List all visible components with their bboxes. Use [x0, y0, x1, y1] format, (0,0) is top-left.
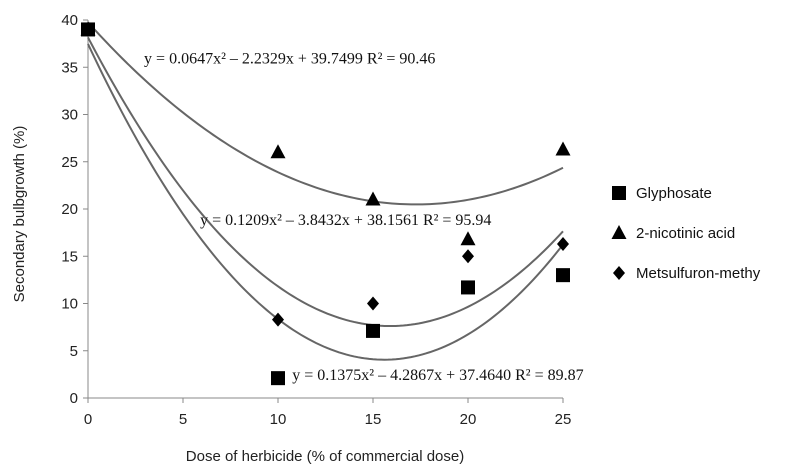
point-metsulfuron-methy [462, 249, 474, 263]
legend-marker-2-nicotinic-acid [612, 225, 627, 239]
legend-label-2-nicotinic-acid: 2-nicotinic acid [636, 225, 735, 242]
trendline-2 [88, 37, 563, 326]
equation-annotations: y = 0.0647x² – 2.2329x + 39.7499 R² = 90… [144, 50, 584, 384]
point-2-nicotinic-acid [271, 144, 286, 158]
equation-label-1: y = 0.0647x² – 2.2329x + 39.7499 R² = 90… [144, 50, 435, 67]
point-2-nicotinic-acid [556, 141, 571, 155]
point-2-nicotinic-acid [461, 231, 476, 245]
x-tick-label: 5 [179, 411, 187, 428]
point-glyphosate [366, 324, 380, 338]
legend-label-metsulfuron-methy: Metsulfuron-methy [636, 265, 761, 282]
y-tick-label: 15 [61, 248, 78, 265]
y-tick-label: 25 [61, 154, 78, 171]
x-tick-label: 15 [365, 411, 382, 428]
y-tick-label: 35 [61, 59, 78, 76]
x-tick-label: 10 [270, 411, 287, 428]
y-axis-title: Secondary bulbgrowth (%) [11, 126, 28, 303]
legend: Glyphosate 2-nicotinic acid Metsulfuron-me… [612, 185, 761, 282]
y-tick-label: 5 [70, 343, 78, 360]
x-tick-label: 20 [460, 411, 477, 428]
point-2-nicotinic-acid [366, 192, 381, 206]
x-ticks: 0 5 10 15 20 25 [84, 398, 572, 428]
x-axis-title: Dose of herbicide (% of commercial dose) [186, 448, 464, 465]
y-tick-label: 30 [61, 107, 78, 124]
y-tick-label: 20 [61, 201, 78, 218]
x-tick-label: 0 [84, 411, 92, 428]
point-glyphosate [271, 371, 285, 385]
point-glyphosate [556, 268, 570, 282]
y-ticks: 0 5 10 15 20 25 30 35 40 [61, 12, 88, 407]
x-tick-label: 25 [555, 411, 572, 428]
legend-label-glyphosate: Glyphosate [636, 185, 712, 202]
equation-label-3: y = 0.1375x² – 4.2867x + 37.4640 R² = 89… [292, 367, 583, 384]
equation-label-2: y = 0.1209x² – 3.8432x + 38.1561 R² = 95… [200, 212, 491, 229]
legend-marker-metsulfuron-methy [613, 266, 625, 280]
y-tick-label: 0 [70, 390, 78, 407]
legend-marker-glyphosate [612, 186, 626, 200]
y-tick-label: 10 [61, 296, 78, 313]
trendlines [88, 22, 563, 359]
point-glyphosate [461, 280, 475, 294]
point-metsulfuron-methy [367, 297, 379, 311]
y-tick-label: 40 [61, 12, 78, 29]
axes [88, 20, 563, 398]
data-points [81, 21, 571, 385]
